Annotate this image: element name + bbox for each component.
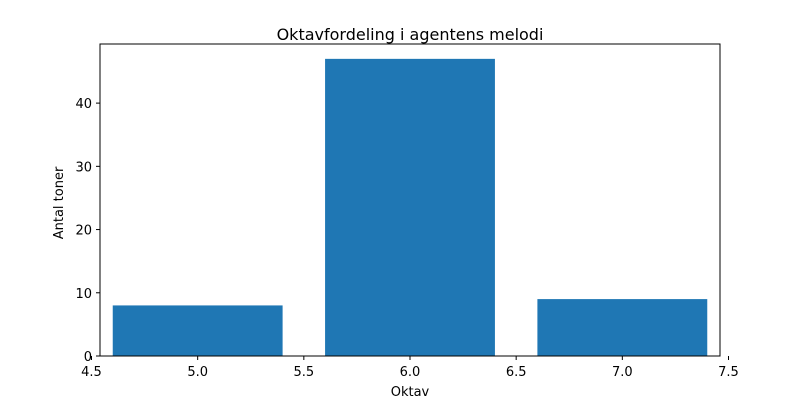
plot-area (99, 43, 721, 357)
x-tick-label: 7.5 (718, 365, 739, 380)
chart-title: Oktavfordeling i agentens melodi (277, 25, 544, 44)
y-axis: 0 10 20 30 40 (75, 97, 100, 365)
x-tick-label: 7.0 (612, 365, 633, 380)
bar-octave-6 (325, 58, 495, 356)
y-tick-label: 30 (75, 160, 92, 175)
y-tick-label: 40 (75, 97, 92, 112)
x-tick-label: 4.5 (81, 365, 102, 380)
y-tick-label: 0 (84, 350, 92, 365)
bar-octave-5 (112, 305, 283, 356)
bar-octave-7 (537, 299, 708, 356)
x-tick-label: 5.0 (187, 365, 208, 380)
y-tick-label: 20 (75, 224, 92, 239)
x-tick-label: 5.5 (293, 365, 314, 380)
y-axis-label: Antal toner (52, 166, 67, 239)
x-tick-label: 6.5 (506, 365, 527, 380)
x-tick-label: 6.0 (400, 365, 421, 380)
y-tick-label: 10 (75, 287, 92, 302)
x-axis-label: Oktav (391, 385, 430, 400)
x-axis: 4.5 5.0 5.5 6.0 6.5 7.0 7.5 (81, 356, 739, 380)
